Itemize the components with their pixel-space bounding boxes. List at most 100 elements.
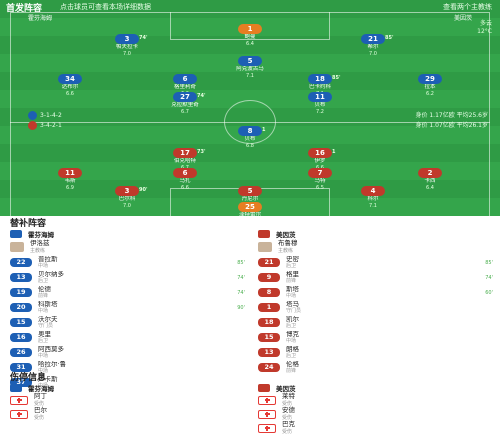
sub-info: 朗格 后卫 [286, 346, 493, 359]
home-injuries-team-name: 霍芬海姆 [28, 384, 54, 393]
injury-info: 巴克 受伤 [282, 421, 295, 436]
jersey-number: 2 [418, 168, 442, 178]
injury-status: 受伤 [34, 401, 45, 407]
home-injuries-team: 霍芬海姆 [10, 382, 245, 393]
player-name: 拉本 [424, 84, 436, 90]
home-player[interactable]: 3 74' 帕夫拉卡 7.0 [95, 34, 159, 57]
home-player[interactable]: 5 阿克波古马 7.1 [218, 56, 282, 79]
sub-position: 守门员 [286, 308, 302, 314]
sub-row[interactable]: 22 普拉斯 中场 85' [10, 255, 245, 270]
player-rating: 6.4 [426, 185, 434, 191]
jersey-number: 3 90' [115, 186, 148, 196]
sub-row[interactable]: 20 科斯塔 中场 90' [10, 300, 245, 315]
away-formation-value: 3-4-2-1 [40, 122, 62, 129]
away-player[interactable]: 7 马特 6.5 [288, 168, 352, 191]
home-player[interactable]: 21 85' 希尔 7.0 [341, 34, 405, 57]
sub-number: 24 [258, 363, 280, 372]
jersey-number: 5 [238, 56, 262, 66]
injury-row[interactable]: 巴克 受伤 [258, 421, 493, 435]
sub-row[interactable]: 13 贝尔纳多 后卫 74' [10, 270, 245, 285]
sub-position: 中场 [38, 383, 49, 389]
sub-name: 朗格 [286, 346, 299, 353]
away-squad-stats: 身价 1.07亿欧 平均26.1岁 [415, 122, 488, 129]
home-team-label: 霍芬海姆 [28, 15, 53, 22]
sub-row[interactable]: 37 卢卡斯 中场 [10, 375, 245, 390]
avatar [258, 242, 272, 252]
home-coach[interactable]: 伊洛兹 主教练 [10, 239, 245, 255]
injury-row[interactable]: 莱特 受伤 [258, 393, 493, 407]
home-player[interactable]: 8 1 贝布 6.8 [218, 126, 282, 149]
away-player[interactable]: 25泽特雷尔7.3 [218, 202, 282, 216]
player-rating: 6.4 [246, 41, 254, 47]
sub-name: 奥里 [38, 331, 51, 338]
sub-info: 哈拉尔·鲁 中场 [38, 361, 245, 374]
sub-in-minute: 85' [237, 259, 245, 266]
sub-in-minute: 90' [237, 304, 245, 311]
jersey-number: 11 [58, 168, 82, 178]
player-name: 韦斯 [64, 178, 76, 184]
home-player[interactable]: 34 达布尔 6.6 [38, 74, 102, 97]
coach-link[interactable]: 查看两个主教练 [443, 3, 492, 11]
jersey-number: 21 85' [361, 34, 394, 44]
sub-number: 19 [10, 288, 32, 297]
sub-in-minute: 60' [485, 289, 493, 296]
pitch-stripe [0, 90, 500, 108]
away-player[interactable]: 6 马扎 6.6 [153, 168, 217, 191]
away-logo-icon [28, 121, 37, 130]
sub-row[interactable]: 19 伦德 前锋 74' [10, 285, 245, 300]
sub-name: 哈拉尔·鲁 [38, 361, 67, 368]
injury-cross-icon [10, 409, 28, 419]
sub-info: 博克 中场 [286, 331, 493, 344]
sub-row[interactable]: 15 沃尔夫 守门员 [10, 315, 245, 330]
sub-info: 伦德 前锋 [38, 286, 231, 299]
away-player[interactable]: 3 90' 巴尔科 7.0 [95, 186, 159, 209]
sub-row[interactable]: 26 阿西莫多 中场 [10, 345, 245, 360]
sub-row[interactable]: 13 朗格 后卫 [258, 345, 493, 360]
injury-row[interactable]: 安德 受伤 [258, 407, 493, 421]
sub-position: 中场 [286, 293, 297, 299]
avatar [10, 242, 24, 252]
injuries-title: 伤停信息 [10, 373, 47, 383]
sub-row[interactable]: 18 凯尔 后卫 [258, 315, 493, 330]
sub-row[interactable]: 15 博克 中场 [258, 330, 493, 345]
injury-row[interactable]: 阿丁 受伤 [10, 393, 245, 407]
home-player[interactable]: 1 鲍曼 6.4 [218, 24, 282, 47]
sub-row[interactable]: 8 斯塔 中场 60' [258, 285, 493, 300]
away-logo-icon [258, 229, 270, 238]
sub-row[interactable]: 16 奥里 后卫 [10, 330, 245, 345]
sub-row[interactable]: 9 格里 前锋 74' [258, 270, 493, 285]
home-subs-team: 霍芬海姆 [10, 228, 245, 239]
away-player[interactable]: 4 科尔 7.1 [341, 186, 405, 209]
jersey-number: 6 [173, 74, 197, 84]
injury-row[interactable]: 巴尔 受伤 [10, 407, 245, 421]
weather-temp: 12°C [477, 28, 492, 35]
sub-position: 后卫 [286, 323, 297, 329]
player-rating: 6.6 [66, 91, 74, 97]
injury-info: 巴尔 受伤 [34, 407, 47, 422]
home-player[interactable]: 27 74' 克拉默里奇 6.7 [153, 92, 217, 115]
sub-position: 中场 [286, 338, 297, 344]
sub-number: 21 [258, 258, 280, 267]
sub-row[interactable]: 31 哈拉尔·鲁 中场 [10, 360, 245, 375]
weather-info: 多云 12°C [477, 20, 492, 36]
sub-info: 奥里 后卫 [38, 331, 245, 344]
sub-number: 15 [10, 318, 32, 327]
home-player[interactable]: 29 拉本 6.2 [398, 74, 462, 97]
sub-row[interactable]: 21 史密 后卫 85' [258, 255, 493, 270]
player-rating: 7.0 [123, 203, 131, 209]
away-player[interactable]: 11 韦斯 6.9 [38, 168, 102, 191]
sub-row[interactable]: 24 伦格 前锋 [258, 360, 493, 375]
home-coach-name: 伊洛兹 [30, 239, 50, 247]
home-squad-stats: 身价 1.17亿欧 平均25.6岁 [415, 112, 488, 119]
player-rating: 6.6 [181, 185, 189, 191]
away-player[interactable]: 2 卡西 6.4 [398, 168, 462, 191]
home-injuries-list: 阿丁 受伤 巴尔 受伤 [10, 393, 245, 421]
sub-row[interactable]: 1 塔马 守门员 [258, 300, 493, 315]
event-badge: 90' [139, 187, 148, 193]
home-player[interactable]: 11 贝布 7.2 [288, 92, 352, 115]
injury-player-name: 阿丁 [34, 392, 47, 400]
player-name: 希尔 [367, 44, 379, 50]
away-coach[interactable]: 布鲁穆 主教练 [258, 239, 493, 255]
event-badge: 1 [262, 127, 266, 133]
injury-cross-icon [258, 395, 276, 405]
